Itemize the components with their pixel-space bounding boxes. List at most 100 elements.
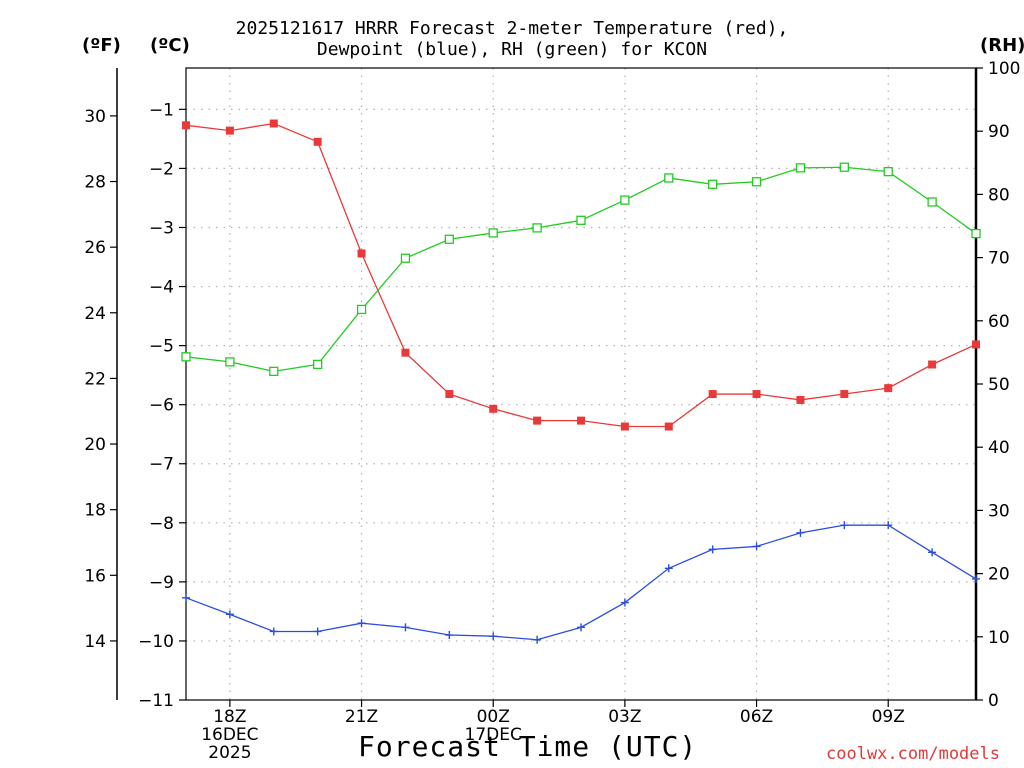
fahrenheit-tick-label: 20: [84, 435, 106, 455]
rh-point: [839, 162, 849, 172]
celsius-axis-label: (ºC): [150, 35, 190, 56]
dewpoint-point: [620, 598, 629, 607]
dewpoint-point: [445, 631, 454, 640]
rh-point: [795, 163, 806, 173]
dewpoint-point: [840, 521, 849, 530]
celsius-tick-label: −8: [149, 514, 174, 534]
fahrenheit-tick-label: 26: [84, 238, 106, 258]
dewpoint-point: [796, 528, 805, 537]
rh-tick-label: 80: [988, 185, 1010, 205]
temperature-point: [796, 395, 805, 404]
series-line-rh: [185, 166, 977, 373]
chart-title-line-2: Dewpoint (blue), RH (green) for KCON: [316, 39, 708, 60]
temperature-point: [225, 126, 234, 135]
fahrenheit-tick-label: 18: [84, 501, 106, 521]
temperature-point: [928, 360, 937, 369]
temperature-point: [708, 390, 717, 399]
rh-point: [488, 228, 498, 238]
temperature-point: [972, 340, 980, 349]
tick-labels: −1 −2 −3 −4 −5 −6 −7 −8 −9 −10 −11 30 28 26 24 22 20 18 16…: [84, 59, 1020, 763]
temperature-point: [357, 249, 366, 258]
rh-tick-label: 100: [988, 59, 1020, 79]
rh-point: [927, 197, 937, 207]
temperature-point: [884, 384, 893, 393]
dewpoint-point: [533, 635, 542, 644]
plot-frame: [185, 67, 977, 701]
dewpoint-point: [489, 632, 498, 641]
rh-point: [444, 234, 454, 244]
rh-point: [751, 177, 762, 187]
temperature-point: [664, 422, 673, 431]
rh-tick-label: 50: [988, 375, 1010, 395]
fahrenheit-tick-label: 14: [84, 632, 106, 652]
dewpoint-point: [357, 619, 366, 628]
rh-tick-label: 20: [988, 565, 1010, 585]
series-temperature: [182, 119, 980, 431]
rh-point: [664, 173, 674, 183]
axes: [110, 67, 983, 707]
rh-point: [400, 253, 411, 263]
x-tick-label: 06Z: [740, 707, 773, 727]
temperature-point: [445, 390, 454, 399]
rh-tick-label: 30: [988, 501, 1010, 521]
celsius-tick-label: −10: [138, 632, 174, 652]
rh-point: [181, 352, 191, 362]
dewpoint-point: [928, 548, 937, 557]
fahrenheit-tick-label: 30: [84, 107, 106, 127]
celsius-tick-label: −11: [138, 691, 174, 711]
rh-tick-label: 60: [988, 312, 1010, 332]
x-tick-label: 09Z: [872, 707, 905, 727]
temperature-point: [533, 416, 542, 425]
rh-point: [576, 215, 586, 225]
temperature-point: [313, 137, 322, 146]
dewpoint-point: [708, 545, 717, 554]
dewpoint-point: [752, 542, 761, 551]
celsius-tick-label: −3: [149, 218, 174, 238]
celsius-tick-label: −4: [149, 278, 174, 298]
temperature-point: [752, 390, 761, 399]
x-tick-label: 2025: [208, 743, 251, 763]
dewpoint-point: [313, 627, 322, 636]
rh-tick-label: 0: [988, 691, 999, 711]
dewpoint-point: [664, 564, 673, 573]
series: [181, 119, 981, 644]
rh-point: [225, 357, 235, 367]
fahrenheit-tick-label: 22: [84, 369, 106, 389]
fahrenheit-tick-label: 24: [84, 304, 106, 324]
dewpoint-point: [972, 574, 980, 583]
temperature-point: [269, 119, 278, 128]
rh-point: [708, 179, 718, 189]
credit-text: coolwx.com/models: [826, 744, 1000, 764]
rh-point: [620, 195, 630, 205]
rh-point: [313, 359, 323, 370]
temperature-point: [840, 390, 849, 399]
dewpoint-point: [225, 610, 234, 619]
dewpoint-point: [577, 623, 585, 632]
x-tick-label: 17DEC: [465, 725, 522, 745]
celsius-tick-label: −6: [149, 396, 174, 416]
rh-point: [356, 304, 367, 315]
series-rh: [181, 162, 981, 377]
x-tick-label: 21Z: [345, 707, 378, 727]
gridlines: [186, 68, 976, 700]
temperature-point: [182, 121, 190, 130]
x-tick-label: 16DEC: [201, 725, 258, 745]
fahrenheit-tick-label: 16: [84, 566, 106, 586]
dewpoint-point: [884, 521, 893, 530]
x-tick-label: 18Z: [213, 707, 246, 727]
series-line-dewpoint: [185, 524, 977, 641]
rh-point: [269, 366, 279, 377]
celsius-tick-label: −2: [149, 159, 174, 179]
rh-axis-label: (RH): [980, 35, 1024, 56]
chart-title-line-1: 2025121617 HRRR Forecast 2-meter Tempera…: [235, 18, 789, 39]
temperature-point: [620, 422, 629, 431]
rh-tick-label: 40: [988, 438, 1010, 458]
celsius-tick-label: −9: [149, 573, 174, 593]
fahrenheit-tick-label: 28: [84, 173, 106, 193]
dewpoint-point: [182, 593, 190, 602]
celsius-tick-label: −7: [149, 455, 174, 475]
rh-point: [883, 166, 893, 177]
rh-point: [532, 223, 542, 233]
temperature-point: [489, 404, 498, 413]
